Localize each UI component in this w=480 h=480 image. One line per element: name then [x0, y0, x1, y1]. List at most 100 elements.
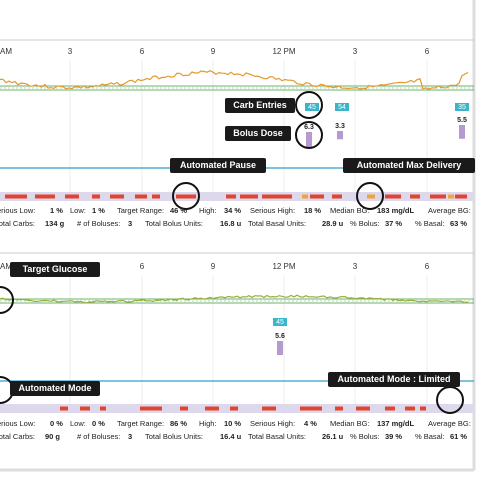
- bolus-value: 6.3: [304, 124, 314, 131]
- time-label: 9: [211, 47, 216, 56]
- pause-segment: [230, 406, 238, 411]
- bolus-bar: [337, 131, 343, 140]
- stat-text: Target Range:: [117, 419, 164, 428]
- glucose-trace: [0, 294, 469, 304]
- callout-label: Target Glucose: [23, 264, 88, 274]
- page: [0, 0, 474, 470]
- stat-text: 26.1 u: [322, 432, 344, 441]
- pause-segment: [240, 194, 258, 199]
- pause-segment: [205, 406, 219, 411]
- pause-segment: [176, 194, 196, 199]
- stat-text: Median BG:: [330, 419, 370, 428]
- stat-text: Total Carbs:: [0, 219, 35, 228]
- stat-text: Low:: [70, 206, 86, 215]
- stat-text: Median BG:: [330, 206, 370, 215]
- carb-badge: [335, 103, 349, 111]
- stat-text: # of Boluses:: [77, 219, 120, 228]
- stat-text: 90 g: [45, 432, 60, 441]
- pause-segment: [310, 194, 324, 199]
- time-label: 3: [68, 47, 73, 56]
- callout-label: Automated Pause: [180, 160, 256, 170]
- stat-text: Total Bolus Units:: [145, 219, 203, 228]
- pause-segment: [262, 406, 276, 411]
- stat-text: % Basal:: [415, 219, 445, 228]
- callout-label: Automated Max Delivery: [357, 160, 462, 170]
- pause-segment: [410, 194, 420, 199]
- stat-text: 61 %: [450, 432, 467, 441]
- stat-text: % Basal:: [415, 432, 445, 441]
- callout-box: [225, 98, 295, 113]
- stat-text: 37 %: [385, 219, 402, 228]
- stat-text: 46 %: [170, 206, 187, 215]
- pause-segment: [135, 194, 147, 199]
- stat-text: High:: [199, 419, 217, 428]
- carb-badge: [305, 103, 319, 111]
- stat-text: Serious Low:: [0, 206, 35, 215]
- stat-text: Serious Low:: [0, 419, 35, 428]
- pause-segment: [5, 194, 27, 199]
- max-segment: [367, 194, 375, 199]
- callout-box: [328, 372, 460, 387]
- stat-text: Serious High:: [250, 206, 295, 215]
- bolus-value: 5.6: [275, 333, 285, 340]
- pause-segment: [80, 406, 90, 411]
- callout-circle: [295, 91, 323, 119]
- callout-box: [10, 381, 100, 396]
- carb-value: 45: [308, 104, 316, 111]
- pause-segment: [60, 406, 68, 411]
- pause-segment: [140, 406, 162, 411]
- stat-text: 134 g: [45, 219, 65, 228]
- stat-text: % Bolus:: [350, 219, 380, 228]
- stat-text: % Bolus:: [350, 432, 380, 441]
- stat-text: Low:: [70, 419, 86, 428]
- pause-segment: [110, 194, 124, 199]
- stat-text: Average BG:: [428, 419, 471, 428]
- callout-box: [225, 126, 291, 141]
- pause-segment: [100, 406, 106, 411]
- callout-label: Carb Entries: [233, 100, 287, 110]
- callout-label: Automated Mode: [19, 383, 92, 393]
- stat-text: High:: [199, 206, 217, 215]
- stat-text: 3: [128, 219, 132, 228]
- pause-segment: [300, 406, 322, 411]
- callout-label: Bolus Dose: [233, 128, 283, 138]
- callout-circle: [0, 286, 14, 314]
- stat-text: 39 %: [385, 432, 402, 441]
- carb-badge: [455, 103, 469, 111]
- callout-box: [343, 158, 475, 173]
- time-label: 3: [353, 262, 358, 271]
- bolus-value: 5.5: [457, 117, 467, 124]
- stat-text: 0 %: [50, 419, 63, 428]
- glucose-trace: [0, 70, 469, 90]
- callout-circle: [356, 182, 384, 210]
- pause-segment: [92, 194, 100, 199]
- time-label: AM: [0, 47, 12, 56]
- time-label: 6: [140, 47, 145, 56]
- pause-segment: [356, 406, 370, 411]
- time-label: 12 PM: [272, 262, 295, 271]
- stat-text: Total Basal Units:: [248, 219, 306, 228]
- stat-text: Serious High:: [250, 419, 295, 428]
- stat-text: 137 mg/dL: [377, 419, 415, 428]
- stat-text: 1 %: [92, 206, 105, 215]
- pause-segment: [335, 406, 343, 411]
- stat-text: 16.4 u: [220, 432, 242, 441]
- pause-segment: [35, 194, 55, 199]
- pause-segment: [430, 194, 446, 199]
- pause-segment: [420, 406, 426, 411]
- stat-text: Target Range:: [117, 206, 164, 215]
- carb-value: 54: [338, 104, 346, 111]
- bolus-bar: [306, 132, 312, 148]
- time-label: AM: [0, 262, 12, 271]
- stat-text: 0 %: [92, 419, 105, 428]
- time-label: 6: [425, 262, 430, 271]
- time-label: 6: [140, 262, 145, 271]
- stat-text: 4 %: [304, 419, 317, 428]
- stat-text: 86 %: [170, 419, 187, 428]
- pause-segment: [226, 194, 236, 199]
- time-label: 6: [425, 47, 430, 56]
- pause-segment: [65, 194, 79, 199]
- time-label: 12 PM: [272, 47, 295, 56]
- carb-value: 45: [276, 319, 284, 326]
- bolus-value: 3.3: [335, 123, 345, 130]
